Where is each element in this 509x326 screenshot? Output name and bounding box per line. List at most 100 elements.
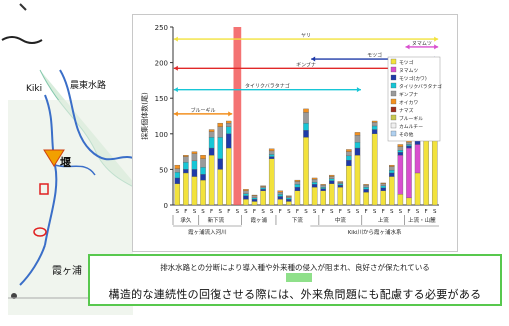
range-band-label: ブルーギル — [191, 107, 216, 114]
bar-segment — [226, 147, 232, 206]
bar-segment — [389, 172, 395, 177]
bar-segment — [286, 195, 292, 197]
bar-segment — [346, 149, 352, 152]
x-tick-label: S — [416, 209, 420, 215]
bar-segment — [251, 195, 258, 199]
bar-segment — [268, 154, 275, 157]
bar-segment — [260, 190, 266, 206]
x-tick-label: S — [201, 209, 205, 215]
legend-label: カムルチー — [399, 124, 423, 130]
range-band-arrow-left — [173, 111, 178, 117]
bar-segment — [226, 126, 232, 134]
bar-segment — [191, 153, 198, 162]
x-tick-label: S — [193, 209, 197, 215]
bar-segment — [320, 188, 326, 191]
x-tick-label: S — [176, 209, 180, 215]
bar-segment — [217, 137, 223, 159]
bar-segment — [251, 201, 258, 206]
bar-segment — [414, 172, 421, 206]
range-band-arrow-left — [311, 56, 316, 62]
range-band-label: タイリクバラタナゴ — [245, 83, 290, 90]
x-tick-label: S — [218, 209, 222, 215]
bar-segment — [337, 181, 344, 183]
bar-segment — [397, 155, 404, 195]
bar-segment — [311, 184, 318, 188]
y-tick-label: 150 — [155, 95, 168, 103]
bar-segment — [217, 158, 223, 170]
x-tick-label: F — [322, 209, 325, 215]
bar-segment — [354, 142, 361, 149]
range-band-label: ヌマムツ — [412, 41, 432, 47]
bar-segment — [380, 182, 386, 184]
y-axis-label: 採集個体数(尾) — [140, 92, 149, 140]
bar-segment — [303, 108, 309, 113]
bar-segment — [174, 183, 181, 206]
bar-segment — [277, 190, 283, 193]
legend-label: ヌマムツ — [399, 68, 418, 74]
bar-segment — [260, 189, 266, 191]
legend-label: タイリクバラタナゴ — [399, 83, 442, 90]
bar-segment — [208, 147, 215, 156]
bar-segment — [329, 174, 335, 177]
bar-segment — [363, 192, 369, 206]
bar-segment — [406, 144, 412, 147]
x-tick-label: F — [253, 209, 256, 215]
highlight-column — [233, 27, 242, 205]
bar-segment — [303, 130, 309, 138]
bar-segment — [268, 158, 275, 206]
x-tick-label: F — [425, 209, 428, 215]
legend-box — [387, 56, 441, 142]
group-label: 新下流 — [208, 216, 225, 224]
bar-segment — [311, 182, 318, 185]
bar-segment — [200, 158, 206, 168]
range-band-arrow-left — [405, 44, 410, 50]
bar-segment — [354, 135, 361, 143]
river-label: Kiki — [26, 84, 43, 94]
range-band-arrow-right — [228, 111, 233, 117]
x-tick-label: S — [347, 209, 351, 215]
legend-swatch — [390, 122, 397, 129]
bar-segment — [243, 195, 249, 200]
bar-segment — [277, 192, 283, 195]
group-label: 下流 — [292, 216, 304, 224]
x-tick-label: S — [287, 209, 291, 215]
range-band-arrow-left — [173, 65, 178, 71]
bar-segment — [414, 144, 421, 174]
x-tick-label: S — [356, 209, 360, 215]
group-label: 承久 — [180, 216, 192, 224]
bar-segment — [397, 146, 404, 151]
x-tick-label: S — [373, 209, 377, 215]
bar-segment — [311, 187, 318, 206]
lake-label: 霞ヶ浦 — [52, 266, 82, 277]
bar-segment — [174, 164, 181, 169]
bar-segment — [389, 176, 395, 206]
y-tick-label: 200 — [155, 60, 168, 68]
bar-segment — [337, 182, 344, 184]
legend-label: ギンブナ — [399, 91, 418, 98]
bar-segment — [243, 189, 249, 191]
bar-segment — [346, 159, 352, 166]
section-label: Kiki川から霞ヶ浦水系 — [348, 228, 402, 236]
caption-line-1: 排水水路との分断により導入種や外来種の侵入が阻まれ、良好さが保たれている — [160, 263, 430, 272]
bar-segment — [354, 155, 361, 206]
y-tick-label: 50 — [159, 166, 168, 174]
bar-segment — [294, 179, 301, 182]
bar-segment — [406, 197, 412, 206]
bar-segment — [320, 184, 326, 186]
bar-segment — [200, 174, 206, 181]
bar-segment — [286, 199, 292, 202]
range-band-label: ヤリ — [301, 33, 311, 39]
legend-label: その他 — [399, 131, 414, 138]
bar-segment — [208, 131, 215, 138]
bar-segment — [311, 179, 318, 183]
bar-segment — [191, 169, 198, 177]
bar-segment — [183, 156, 189, 163]
weir-label: 堰 — [60, 156, 71, 169]
bar-segment — [191, 151, 198, 154]
x-tick-label: S — [399, 209, 403, 215]
bar-segment — [363, 184, 369, 186]
bar-segment — [320, 187, 326, 189]
x-tick-label: S — [313, 209, 317, 215]
caption-box: 排水水路との分断により導入種や外来種の侵入が阻まれ、良好さが保たれている 構造的… — [88, 254, 502, 306]
y-tick-label: 0 — [164, 202, 168, 210]
